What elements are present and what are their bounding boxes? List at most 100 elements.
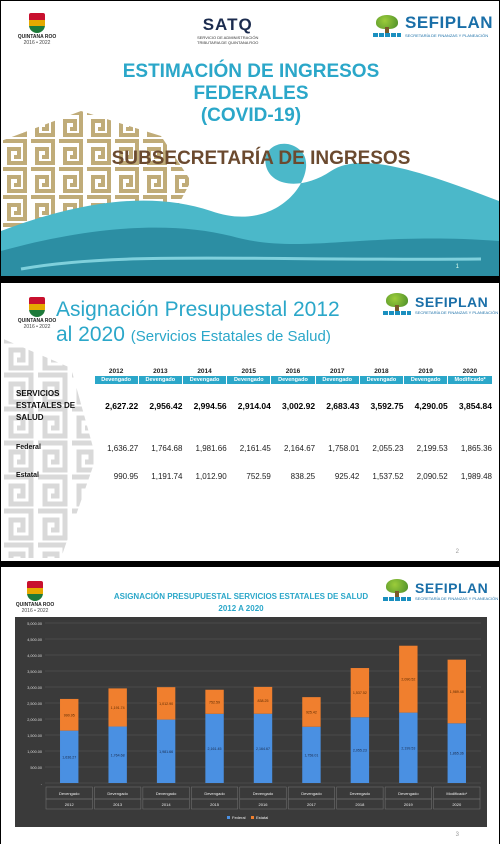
category-box bbox=[336, 798, 384, 810]
satq-name: SATQ bbox=[202, 15, 253, 34]
data-label-federal: 2,164.67 bbox=[256, 747, 270, 751]
status-cell: Devengado bbox=[270, 376, 316, 384]
table-cell: 3,854.84 bbox=[458, 401, 492, 411]
status-cell: Devengado bbox=[226, 376, 271, 384]
logo-text: QUINTANA ROO bbox=[17, 34, 57, 40]
data-label-federal: 1,981.66 bbox=[159, 750, 173, 754]
x-category-status: Devengado bbox=[204, 791, 225, 796]
table-cell: 1,191.74 bbox=[151, 471, 183, 481]
table-cell: 4,290.05 bbox=[414, 401, 448, 411]
x-category-status: Devengado bbox=[107, 791, 128, 796]
data-label-federal: 2,055.23 bbox=[353, 749, 367, 753]
logo-text: QUINTANA ROO bbox=[15, 602, 55, 608]
slide-1: QUINTANA ROO 2016 • 2022 SATQ SERVICIO D… bbox=[1, 1, 499, 276]
data-label-federal: 1,764.68 bbox=[111, 753, 125, 757]
bar-federal bbox=[108, 726, 127, 783]
y-tick-label: 3,000.00 bbox=[27, 686, 42, 690]
category-box bbox=[191, 798, 239, 810]
sefiplan-sub: SECRETARÍA DE FINANZAS Y PLANEACIÓN bbox=[405, 33, 489, 38]
data-label-estatal: 1,191.74 bbox=[111, 706, 125, 710]
status-cell: Devengado bbox=[358, 376, 404, 384]
shield-icon bbox=[29, 297, 45, 317]
sefiplan-logo: SEFIPLAN SECRETARÍA DE FINANZAS Y PLANEA… bbox=[373, 13, 493, 38]
x-tick-label: 2015 bbox=[210, 802, 220, 807]
table-cell: 3,002.92 bbox=[282, 401, 316, 411]
legend-swatch-federal bbox=[227, 816, 230, 819]
y-tick-label: 1,500.00 bbox=[27, 734, 42, 738]
data-label-federal: 1,758.01 bbox=[304, 753, 318, 757]
data-label-estatal: 838.25 bbox=[258, 699, 269, 703]
data-label-estatal: 752.59 bbox=[209, 700, 220, 704]
sefiplan-name: SEFIPLAN bbox=[415, 293, 489, 310]
page-number: 2 bbox=[455, 549, 459, 555]
table-row: Federal 1,636.27 1,764.68 1,981.66 2,161… bbox=[16, 436, 492, 464]
bar-federal bbox=[253, 713, 273, 783]
status-cell: Devengado bbox=[137, 376, 183, 384]
legend-swatch-estatal bbox=[251, 816, 254, 819]
data-label-estatal: 1,012.90 bbox=[159, 702, 173, 706]
bar-estatal bbox=[302, 697, 321, 727]
x-tick-label: 2020 bbox=[452, 802, 462, 807]
x-category-status: Devengado bbox=[350, 791, 371, 796]
x-category-status: Devengado bbox=[301, 791, 322, 796]
table-cell: 2,161.45 bbox=[239, 443, 271, 453]
category-box bbox=[94, 798, 142, 810]
category-box bbox=[45, 798, 93, 810]
logo-years: 2016 • 2022 bbox=[23, 40, 51, 46]
year-header-row: 2012 2013 2014 2015 2016 2017 2018 2019 … bbox=[16, 368, 492, 376]
table-cell: 1,865.36 bbox=[460, 443, 492, 453]
category-box bbox=[142, 798, 190, 810]
status-cell: Devengado bbox=[93, 376, 139, 384]
year-header: 2019 bbox=[418, 368, 433, 375]
category-box bbox=[433, 798, 481, 810]
row-label: SERVICIOS ESTATALES DE SALUD bbox=[16, 389, 76, 422]
row-label: Federal bbox=[16, 444, 41, 451]
greek-pattern-decoration bbox=[1, 338, 96, 558]
y-tick-label: 500.00 bbox=[30, 766, 42, 770]
y-tick-label: 3,500.00 bbox=[27, 670, 42, 674]
category-box bbox=[287, 798, 335, 810]
y-tick-label: 5,000.00 bbox=[27, 622, 42, 626]
status-cell: Devengado bbox=[314, 376, 360, 384]
quintana-roo-logo: QUINTANA ROO 2016 • 2022 bbox=[15, 581, 55, 614]
bar-federal bbox=[399, 712, 418, 783]
table-cell: 2,164.67 bbox=[283, 443, 316, 453]
tree-icon bbox=[383, 579, 411, 601]
title-line-3: (COVID-19) bbox=[200, 105, 302, 126]
year-header: 2012 bbox=[108, 368, 124, 375]
year-header: 2018 bbox=[374, 368, 389, 375]
data-label-federal: 2,199.53 bbox=[401, 746, 415, 750]
shield-icon bbox=[29, 13, 45, 33]
sefiplan-logo: SEFIPLAN SECRETARÍA DE FINANZAS Y PLANEA… bbox=[383, 579, 498, 601]
table-cell: 2,914.04 bbox=[237, 401, 271, 411]
data-label-federal: 1,865.36 bbox=[450, 752, 464, 756]
satq-sub-2: TRIBUTARIA DE QUINTANA ROO bbox=[197, 40, 259, 45]
page-number: 1 bbox=[455, 264, 459, 270]
logo-text: QUINTANA ROO bbox=[17, 318, 57, 324]
bar-federal bbox=[447, 723, 466, 783]
table-cell: 1,989.48 bbox=[460, 471, 492, 481]
table-cell: 1,764.68 bbox=[151, 443, 183, 453]
status-header-row: Devengado Devengado Devengado Devengado … bbox=[16, 376, 492, 384]
table-cell: 1,981.66 bbox=[195, 443, 227, 453]
title-line-1: Asignación Presupuestal 2012 bbox=[56, 298, 340, 321]
year-header: 2016 bbox=[285, 368, 301, 375]
x-category-status: Devengado bbox=[398, 791, 419, 796]
data-label-estatal: 2,090.52 bbox=[401, 678, 415, 682]
sefiplan-name: SEFIPLAN bbox=[415, 579, 489, 596]
slide-2: QUINTANA ROO 2016 • 2022 Asignación Pres… bbox=[1, 283, 499, 561]
bar-estatal bbox=[205, 689, 224, 714]
title-paren: (Servicios Estatales de Salud) bbox=[130, 328, 331, 345]
logo-years: 2016 • 2022 bbox=[23, 324, 51, 330]
data-label-federal: 1,636.27 bbox=[62, 755, 76, 759]
bar-estatal bbox=[399, 645, 418, 713]
sefiplan-sub: SECRETARÍA DE FINANZAS Y PLANEACIÓN bbox=[415, 309, 499, 315]
row-label: Estatal bbox=[16, 472, 39, 479]
x-tick-label: 2012 bbox=[65, 802, 75, 807]
satq-sub-1: SERVICIO DE ADMINISTRACIÓN bbox=[197, 35, 259, 40]
x-tick-label: 2013 bbox=[113, 802, 123, 807]
title-line-1: ESTIMACIÓN DE INGRESOS bbox=[122, 61, 380, 82]
data-label-estatal: 1,989.48 bbox=[450, 690, 464, 694]
table-cell: 1,012.90 bbox=[195, 471, 227, 481]
sefiplan-logo: SEFIPLAN SECRETARÍA DE FINANZAS Y PLANEA… bbox=[383, 293, 498, 315]
